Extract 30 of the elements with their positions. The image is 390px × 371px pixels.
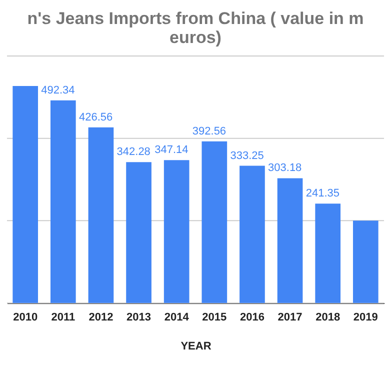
x-tick-label: 2012: [88, 312, 114, 324]
x-tick-label: 2014: [164, 312, 190, 324]
bar: [88, 127, 114, 303]
bar: [315, 204, 341, 303]
data-label: 241.35: [306, 188, 340, 200]
x-tick-label: 2017: [278, 312, 302, 324]
x-tick-label: 2019: [353, 312, 378, 324]
data-label: 342.28: [116, 146, 150, 158]
data-label: 492.34: [41, 84, 75, 96]
bar: [277, 178, 303, 303]
data-label: 333.25: [230, 150, 264, 162]
bar: [164, 160, 190, 303]
x-tick-label: 2013: [126, 312, 152, 324]
data-label: 392.56: [192, 125, 226, 138]
x-tick-label: 2018: [316, 312, 340, 324]
data-label: 426.56: [78, 111, 113, 124]
x-tick-label: 2011: [51, 312, 76, 324]
bar: [240, 166, 265, 303]
x-tick-label: 2015: [202, 312, 227, 324]
data-label: 347.14: [154, 144, 188, 156]
data-label: 303.18: [268, 162, 302, 174]
bar: [50, 100, 76, 303]
bar: [126, 162, 152, 303]
bar: [352, 220, 378, 303]
chart-title: n's Jeans Imports from China ( value in m euros): [27, 9, 364, 47]
bar: [202, 141, 228, 303]
x-tick-label: 2010: [13, 312, 38, 324]
x-tick-label: 2016: [240, 312, 264, 324]
bar: [12, 86, 38, 303]
x-axis-title: YEAR: [180, 340, 212, 352]
